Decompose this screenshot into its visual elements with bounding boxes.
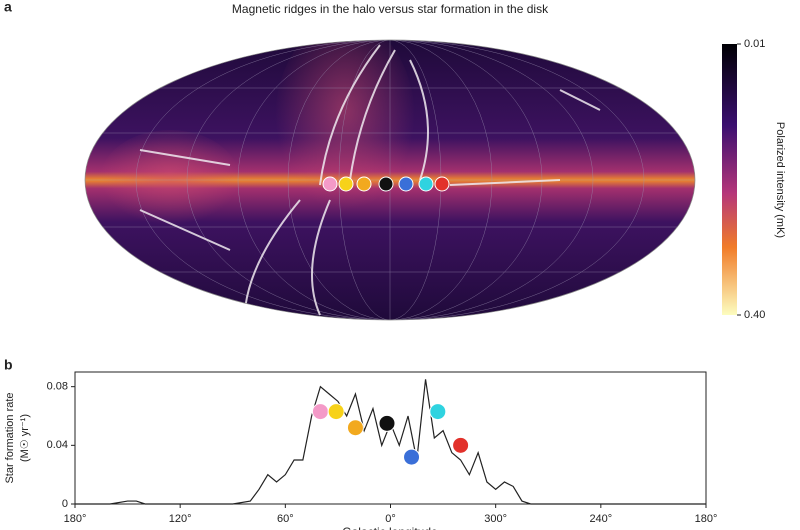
panel-label: b [4,357,13,373]
y-axis-label: Star formation rate [4,392,16,483]
colorbar-label: Polarized intensity (mK) [774,122,786,238]
y-axis-label: (M☉ yr⁻¹) [19,414,31,462]
y-tick-label: 0.04 [47,439,68,451]
x-tick-label: 240° [589,513,612,525]
chart-title: Magnetic ridges in the halo versus star … [232,2,549,16]
colorbar-tick-label: 0.01 [744,38,765,50]
marker [403,448,421,466]
map-markers [322,176,450,192]
marker [429,403,447,421]
map-outline [84,39,696,321]
colorbar-tick-label: 0.40 [744,309,765,321]
colorbar [722,44,737,315]
x-tick-label: 60° [277,513,294,525]
sky-map [85,40,695,320]
panel-label: a [4,0,12,15]
x-tick-label: 0° [385,513,396,525]
plot-frame [74,371,707,505]
marker [327,403,345,421]
y-tick-label: 0 [62,498,68,510]
x-tick-label: 120° [169,513,192,525]
y-tick-label: 0.08 [47,381,68,393]
marker [452,436,470,454]
sfr-line [75,379,706,505]
x-axis-label: Galactic longitude [342,525,438,530]
marker [346,419,364,437]
marker [311,403,329,421]
x-tick-label: 180° [64,513,87,525]
marker [378,414,396,432]
x-tick-label: 300° [484,513,507,525]
x-tick-label: 180° [695,513,718,525]
